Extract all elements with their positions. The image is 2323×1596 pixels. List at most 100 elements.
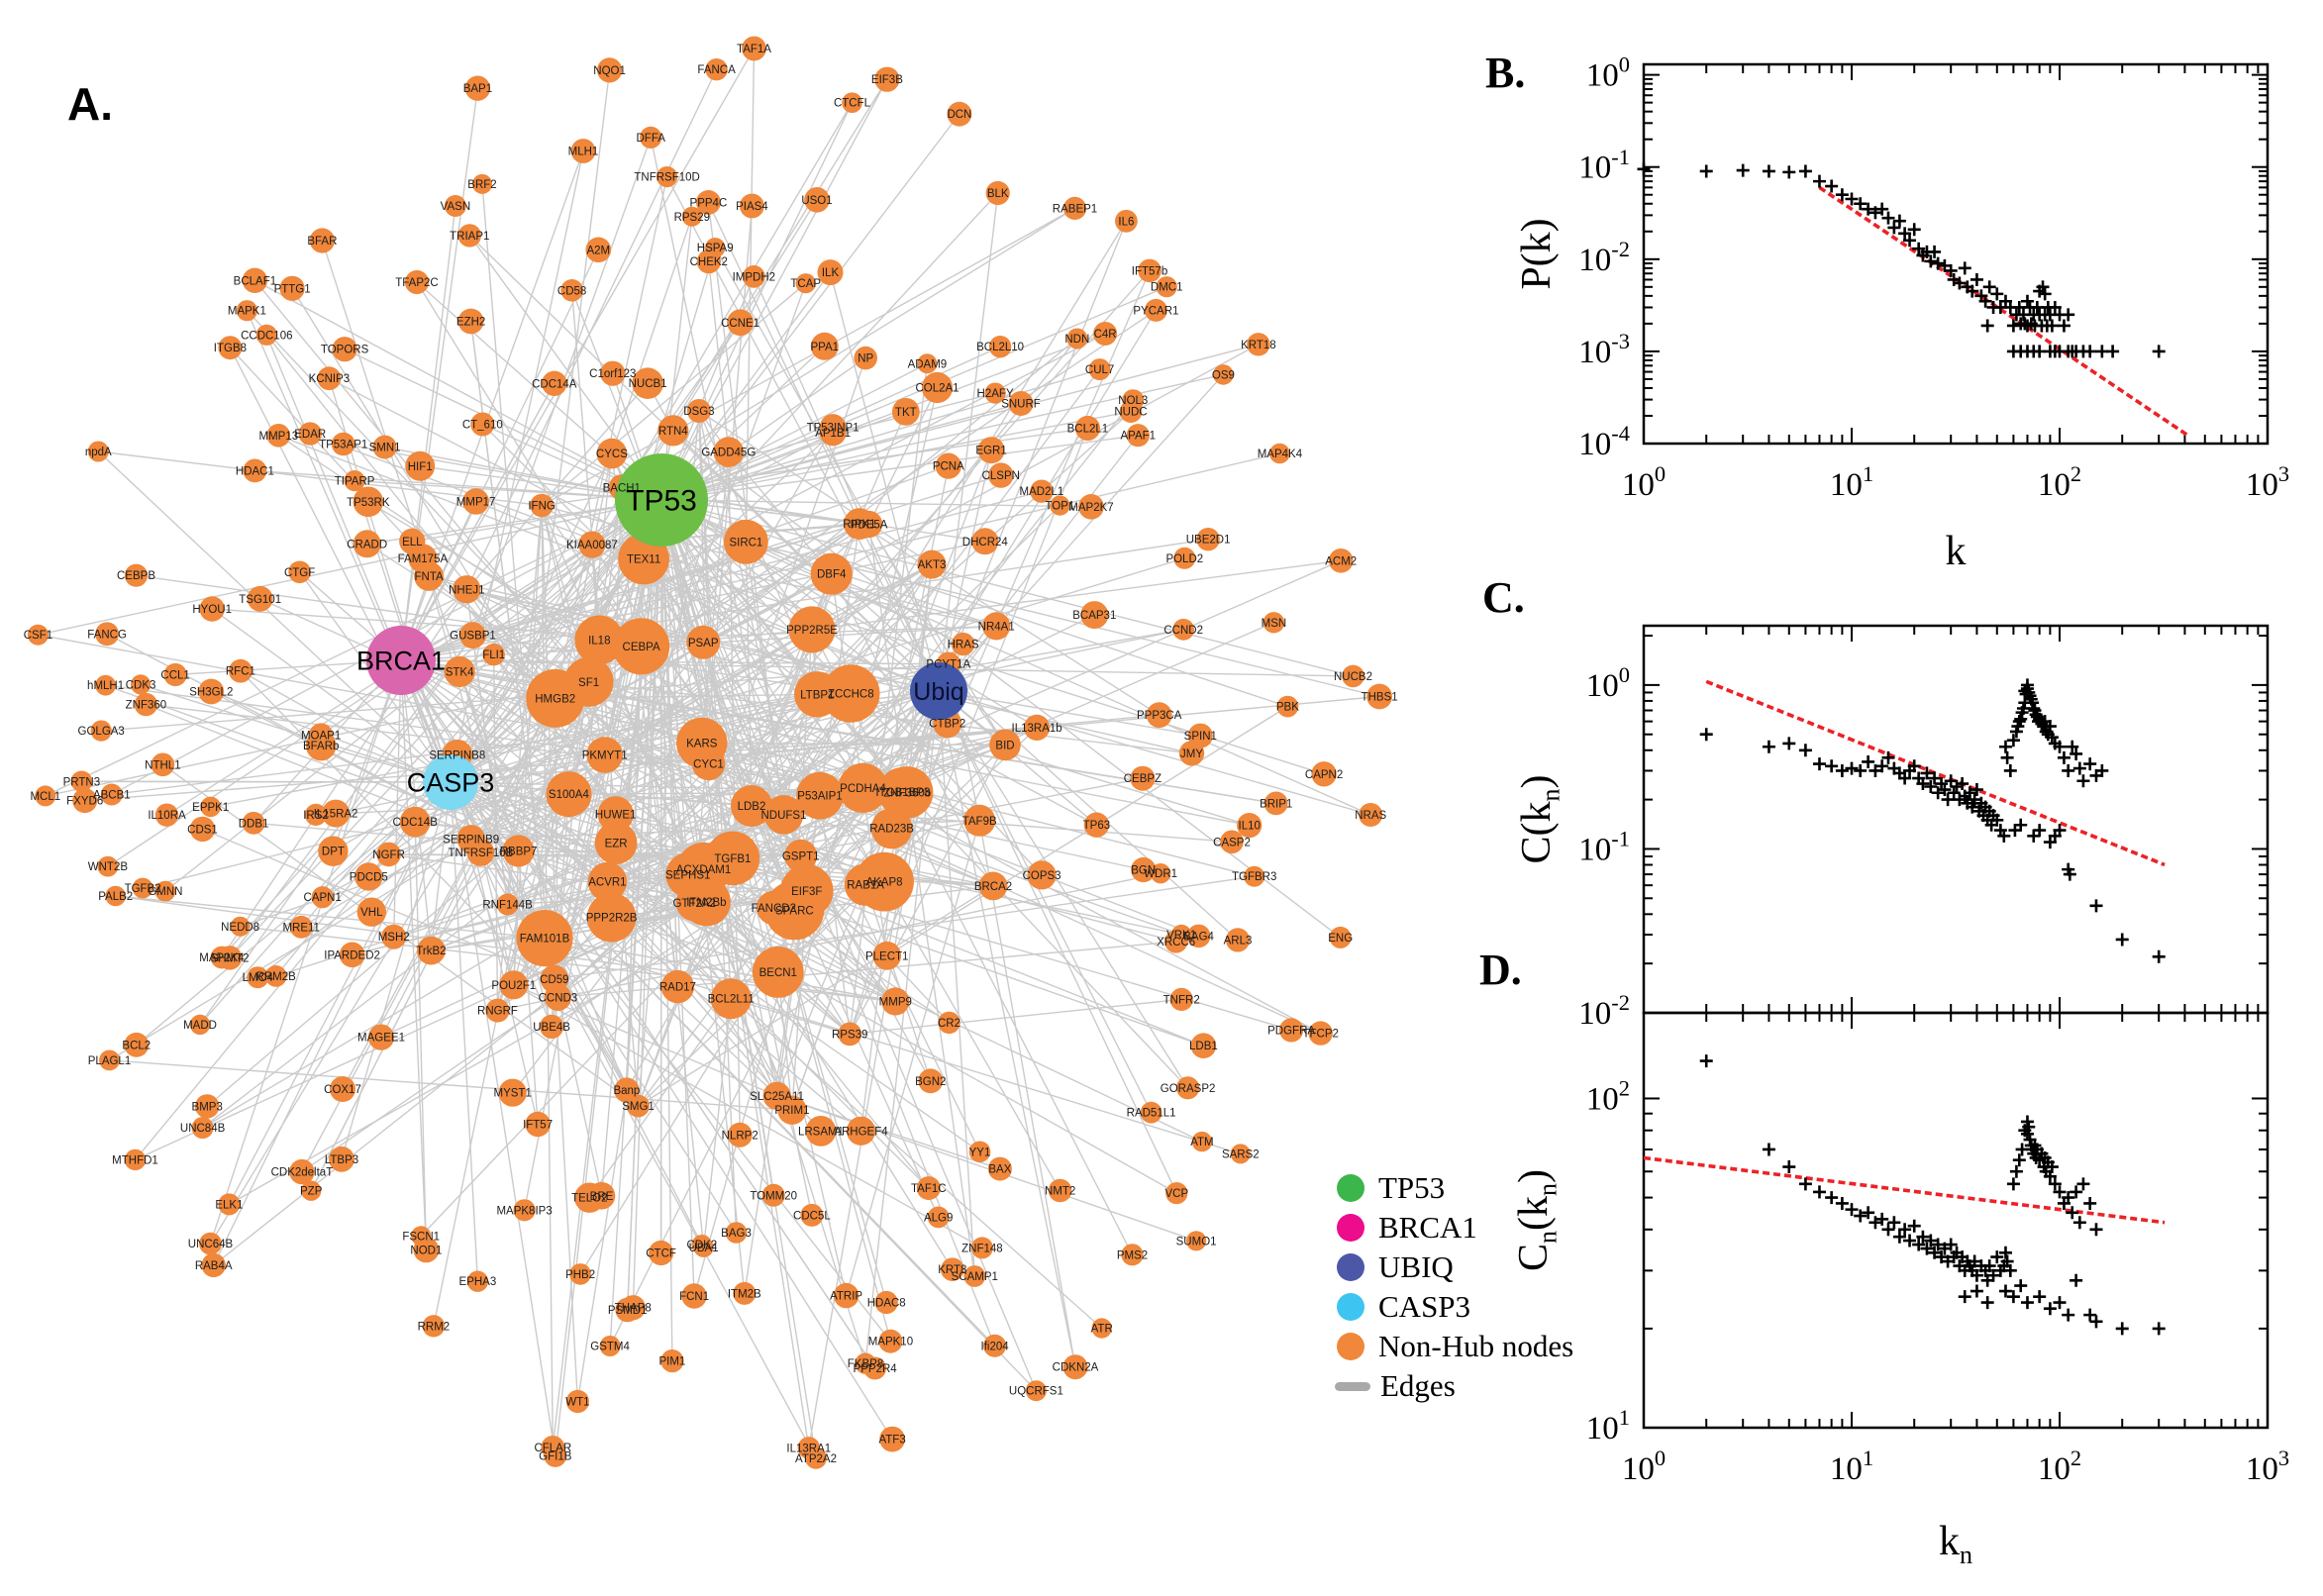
node-label: ALG9 xyxy=(924,1212,953,1224)
node-label: XRCC6 xyxy=(1157,937,1195,948)
node-label: TGFB1 xyxy=(714,853,751,865)
node-label: KRT8 xyxy=(938,1264,966,1276)
network-node xyxy=(921,371,954,404)
network-node xyxy=(988,462,1014,488)
node-label: EPHA3 xyxy=(459,1276,497,1288)
network-node xyxy=(1146,702,1172,729)
x-tick-label: 102​ xyxy=(2038,461,2081,503)
network-node xyxy=(724,519,768,564)
node-label: IL6 xyxy=(1118,216,1134,228)
network-node xyxy=(72,788,98,814)
node-label: ZNF360 xyxy=(126,700,167,712)
node-label: FSCN1 xyxy=(402,1231,440,1243)
network-node xyxy=(255,324,277,346)
network-node xyxy=(586,892,637,943)
node-label: UBA1 xyxy=(689,1243,719,1254)
legend-item-ubiq: UBIQ xyxy=(1337,1247,1573,1287)
node-label: RIPK1 xyxy=(843,519,875,531)
network-node xyxy=(367,1024,395,1050)
node-label: Ifi204 xyxy=(981,1341,1010,1352)
node-label: PSAP xyxy=(688,638,719,649)
node-label: ELL xyxy=(402,537,423,549)
node-label: ENG xyxy=(1328,933,1353,945)
node-label: HIF1 xyxy=(408,461,433,473)
node-label: EIF3B xyxy=(871,74,903,86)
node-label: RPS39 xyxy=(832,1029,867,1041)
network-node xyxy=(795,273,816,294)
node-label: CR2 xyxy=(938,1018,960,1030)
network-node xyxy=(810,552,853,595)
network-node xyxy=(444,195,466,217)
node-label: UNC64B xyxy=(188,1239,234,1250)
network-node xyxy=(586,737,623,773)
node-label: CUL7 xyxy=(1085,364,1114,376)
network-node xyxy=(693,1237,714,1257)
network-node xyxy=(941,1257,964,1281)
network-node xyxy=(189,1014,211,1036)
network-node xyxy=(1126,424,1150,448)
panel-label-c: C. xyxy=(1482,573,1525,622)
network-node xyxy=(681,877,731,927)
network-node xyxy=(542,370,567,396)
network-node xyxy=(304,803,328,827)
network-node xyxy=(381,924,407,949)
y-tick-label: 10-3​ xyxy=(1578,329,1630,370)
network-node xyxy=(229,658,252,683)
node-label: MCL1 xyxy=(30,791,60,803)
network-node xyxy=(681,206,702,227)
node-label: PIM1 xyxy=(658,1356,685,1368)
node-swatch-icon xyxy=(1337,1253,1364,1281)
node-label: BAP1 xyxy=(463,83,492,95)
node-label: KARS xyxy=(686,738,718,749)
network-node xyxy=(657,415,689,447)
network-node xyxy=(563,656,614,707)
node-label: BFAR xyxy=(307,236,337,248)
node-label: PYCAR1 xyxy=(1133,305,1178,317)
network-node xyxy=(70,770,93,793)
node-label: ITGB1BP3 xyxy=(875,787,930,799)
node-label: DPT xyxy=(322,847,345,858)
network-node xyxy=(935,452,961,479)
node-label: PMS2 xyxy=(1117,1249,1148,1261)
network-node xyxy=(1311,761,1337,787)
network-node xyxy=(1131,856,1157,883)
node-label: H2AFY xyxy=(977,388,1014,400)
network-node xyxy=(459,622,486,649)
network-node xyxy=(540,964,568,993)
node-label: RBBP7 xyxy=(500,847,538,858)
node-label: MAP2K4 xyxy=(199,952,245,964)
axis-ticks xyxy=(1643,64,2269,445)
node-labels: TP53RK KIAA0087 THAP8 CDC14B DSG3 NTHL1 CEBPZ V… xyxy=(24,44,1398,1465)
node-label: USO1 xyxy=(801,195,832,207)
network-node xyxy=(1173,547,1196,569)
node-label: IL13RA1b xyxy=(1012,723,1062,735)
node-label: ARHGEF4 xyxy=(834,1126,888,1138)
node-label: KCNIP3 xyxy=(309,373,351,385)
network-node xyxy=(1066,328,1088,349)
network-node xyxy=(485,998,510,1023)
network-node xyxy=(927,1206,950,1229)
node-label: HUWE1 xyxy=(595,809,637,821)
node-label: ILK xyxy=(822,267,840,279)
node-label: BCL2L11 xyxy=(708,994,755,1006)
node-label: OS9 xyxy=(1212,369,1235,381)
network-node xyxy=(978,871,1008,901)
network-node xyxy=(1140,1101,1162,1124)
node-label: PRIM1 xyxy=(774,1105,809,1117)
network-node xyxy=(99,1049,120,1071)
node-label: MSN xyxy=(1262,618,1287,630)
node-label: MAPK10 xyxy=(868,1337,913,1348)
network-node xyxy=(200,796,221,818)
network-node xyxy=(525,1111,551,1138)
node-label: PIAS4 xyxy=(736,201,768,213)
node-label: SMN1 xyxy=(369,443,401,454)
node-label: IL10RA xyxy=(148,810,186,822)
network-node xyxy=(546,771,592,818)
node-label: BFARb xyxy=(303,741,339,752)
node-label: RAB4A xyxy=(195,1260,233,1272)
network-node xyxy=(289,915,313,939)
network-node xyxy=(691,747,726,781)
node-label: VASN xyxy=(441,201,470,213)
network-node xyxy=(649,1240,674,1266)
network-node xyxy=(496,893,519,916)
